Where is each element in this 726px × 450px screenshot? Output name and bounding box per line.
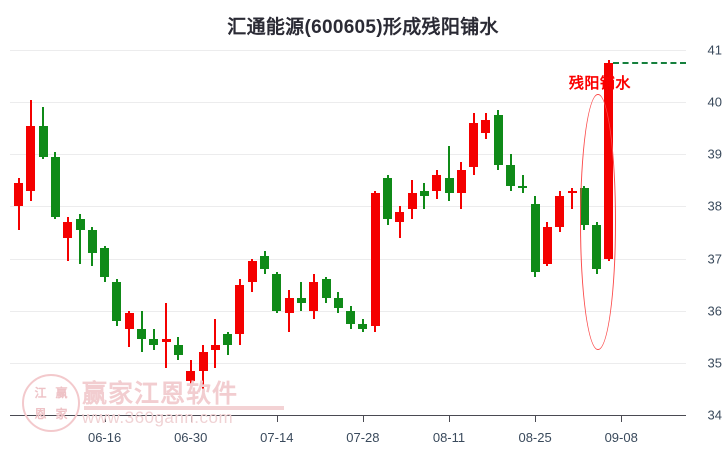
x-axis-tick-label: 07-14 [260,430,294,445]
candle-body[interactable] [149,339,159,345]
candle-body[interactable] [100,248,110,277]
candle-body[interactable] [506,164,515,186]
candle-wick [79,214,81,264]
candle-wick [128,310,131,348]
candle-body[interactable] [518,185,528,189]
candle-body[interactable] [247,261,257,283]
candle-body[interactable] [161,339,171,342]
x-axis-tick [104,416,106,422]
candle-body[interactable] [542,227,552,264]
x-axis-tick [621,416,623,422]
candle-body[interactable] [173,344,183,356]
candle-wick [165,302,168,369]
candle-body[interactable] [124,313,134,329]
candle-body[interactable] [75,219,85,230]
candle-wick [521,175,524,194]
candle-body[interactable] [223,334,233,345]
candle-body[interactable] [383,177,392,220]
candle-wick [300,282,303,311]
candle-wick [214,318,217,369]
gridline [10,258,686,260]
candle-body[interactable] [309,282,319,311]
candle-body[interactable] [432,175,442,191]
candle-body[interactable] [321,279,331,298]
chart-plot-area [10,50,686,416]
x-axis-tick [276,416,278,422]
candle-wick [66,216,69,262]
candle-body[interactable] [112,282,122,322]
candle-body[interactable] [296,297,306,303]
candle-body[interactable] [198,352,208,371]
candle-body[interactable] [444,177,454,194]
gridline [10,362,686,364]
y-axis-tick-label: 39 [707,146,722,162]
candle-body[interactable] [530,203,540,272]
chart-title: 汇通能源(600605)形成残阳铺水 [227,17,499,38]
candle-wick [152,328,155,350]
x-axis-tick-label: 09-08 [604,430,638,445]
x-axis-tick [190,416,192,422]
candle-body[interactable] [456,169,466,194]
candle-body[interactable] [395,211,405,223]
y-axis-tick-label: 40 [707,94,722,110]
candle-body[interactable] [272,274,282,311]
x-axis-tick-label: 06-16 [87,430,122,445]
x-axis-tick-label: 08-11 [432,430,466,445]
highlight-ellipse [579,94,616,350]
pattern-annotation-label: 残阳铺水 [568,75,631,93]
candle-body[interactable] [186,370,196,382]
candle-body[interactable] [358,323,368,329]
candle-body[interactable] [38,125,48,157]
y-axis-tick-label: 35 [707,355,722,371]
candle-body[interactable] [469,123,479,168]
x-axis-tick [449,416,450,422]
candle-body[interactable] [555,196,565,228]
gridline [10,154,686,156]
candle-wick [571,188,573,210]
candle-body[interactable] [260,255,269,269]
candle-body[interactable] [419,190,429,196]
x-axis-tick-label: 07-28 [346,430,380,445]
x-axis-tick-label: 08-25 [518,430,552,445]
y-axis-tick-label: 34 [707,407,722,423]
candle-body[interactable] [63,222,73,238]
candle-wick [423,182,426,210]
candle-body[interactable] [481,120,491,134]
candle-wick [398,206,401,238]
candle-body[interactable] [235,284,245,335]
x-axis-tick [535,416,537,422]
candle-body[interactable] [333,297,343,309]
candle-body[interactable] [14,182,23,207]
candle-body[interactable] [493,115,503,165]
gridline [10,50,686,51]
gridline [10,102,686,104]
candle-body[interactable] [370,193,380,327]
x-axis-tick [362,416,364,422]
candle-body[interactable] [87,229,97,254]
resistance-dashed-line [612,61,686,64]
gridline [10,206,686,208]
candle-body[interactable] [26,125,36,191]
x-axis-line [10,415,686,416]
candle-body[interactable] [284,297,294,314]
y-axis-tick-label: 41 [707,42,722,58]
y-axis-tick-label: 36 [707,303,722,319]
y-axis-tick-label: 38 [707,198,722,214]
x-axis-labels: 06-16 06-30 07-14 07-28 08-11 08-25 09-08 [0,416,726,450]
candle-body[interactable] [346,310,356,324]
candle-body[interactable] [137,328,146,340]
candle-body[interactable] [50,156,60,217]
candle-wick [448,146,450,202]
y-axis-tick-label: 37 [707,251,722,267]
y-axis-labels: 34 35 36 37 38 39 40 41 [686,44,726,422]
candle-body[interactable] [407,193,417,210]
x-axis-tick-label: 06-30 [174,430,208,445]
candle-body[interactable] [567,190,577,194]
candle-body[interactable] [210,344,220,350]
